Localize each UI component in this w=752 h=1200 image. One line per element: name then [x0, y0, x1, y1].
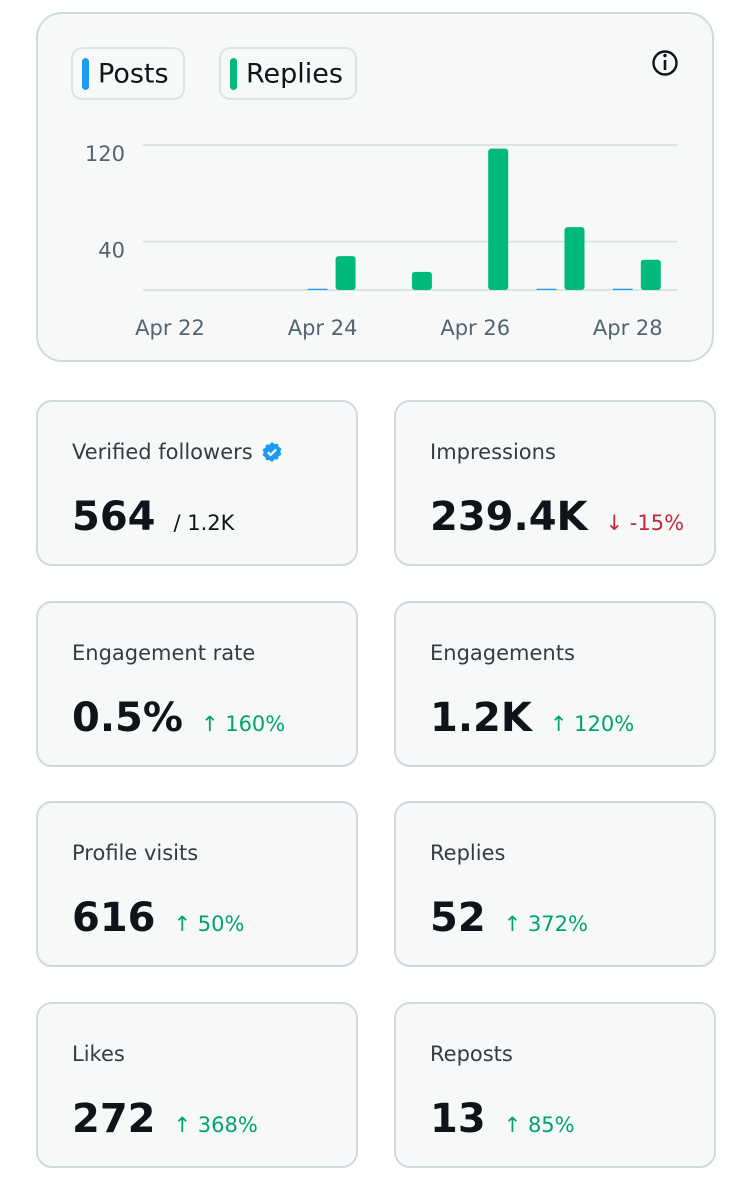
stat-value: 239.4K [430, 494, 588, 540]
stat-value-row: 52 ↑ 372% [430, 895, 588, 941]
stat-card[interactable]: Engagement rate 0.5% ↑ 160% [36, 601, 358, 767]
stat-change: ↑ 120% [549, 712, 635, 736]
info-icon[interactable] [652, 50, 678, 76]
bar [564, 227, 585, 290]
legend-label: Replies [246, 59, 343, 90]
stat-change: ↑ 368% [173, 1113, 258, 1137]
stat-card[interactable]: Verified followers 564 / 1.2K [36, 400, 358, 566]
stat-card[interactable]: Engagements 1.2K ↑ 120% [394, 601, 716, 767]
stat-title-row: Verified followers [72, 440, 283, 464]
stat-title-row: Engagements [430, 641, 575, 665]
stat-value: 564 [72, 494, 156, 540]
legend-box [219, 47, 357, 100]
bar [335, 256, 356, 290]
legend-item[interactable]: Posts [71, 47, 185, 100]
stat-value-row: 272 ↑ 368% [72, 1096, 258, 1142]
stat-change: ↑ 160% [200, 712, 286, 736]
stat-value: 272 [72, 1096, 156, 1142]
stat-change: ↑ 85% [503, 1113, 575, 1137]
stat-title: Reposts [430, 1042, 513, 1066]
chart: Posts Replies 40 120 Apr 22 Apr 24 Apr 26 Apr 2… [71, 47, 678, 340]
stat-title-row: Profile visits [72, 841, 198, 865]
stat-change: ↑ 372% [503, 912, 588, 936]
stat-card[interactable]: Reposts 13 ↑ 85% [394, 1002, 716, 1168]
stat-value: 52 [430, 895, 486, 941]
bar [488, 148, 509, 290]
stat-value-row: 0.5% ↑ 160% [72, 695, 285, 741]
stat-card[interactable]: Impressions 239.4K ↓ -15% [394, 400, 716, 566]
x-tick-label: Apr 28 [593, 316, 663, 340]
stat-title-row: Likes [72, 1042, 125, 1066]
stat-title: Engagements [430, 641, 575, 665]
stat-value: 1.2K [430, 695, 532, 741]
stat-value-row: 616 ↑ 50% [72, 895, 244, 941]
x-tick-label: Apr 26 [440, 316, 510, 340]
bar [411, 271, 432, 290]
x-tick-label: Apr 22 [135, 316, 205, 340]
stat-value: 13 [430, 1096, 486, 1142]
stat-title: Profile visits [72, 841, 199, 865]
stat-card[interactable]: Profile visits 616 ↑ 50% [36, 801, 358, 967]
stat-title-row: Impressions [430, 440, 556, 464]
stat-value: 616 [72, 895, 156, 941]
bar [307, 288, 328, 290]
stat-title: Replies [430, 841, 506, 865]
stat-title: Verified followers [72, 440, 253, 464]
stat-value-row: 564 / 1.2K [72, 494, 234, 540]
stat-title-row: Reposts [430, 1042, 513, 1066]
legend-item[interactable]: Replies [219, 47, 357, 100]
stat-value-row: 1.2K ↑ 120% [430, 695, 634, 741]
stat-value: 0.5% [72, 695, 183, 741]
stat-note: / 1.2K [173, 511, 235, 535]
bar [640, 259, 661, 290]
y-tick-label: 40 [98, 239, 125, 263]
bar [536, 288, 557, 290]
stat-title: Likes [72, 1042, 125, 1066]
y-tick-label: 120 [85, 142, 125, 166]
legend-swatch [82, 58, 89, 90]
stat-title: Impressions [430, 440, 556, 464]
stat-title-row: Replies [430, 841, 505, 865]
legend-box [71, 47, 185, 100]
stat-value-row: 13 ↑ 85% [430, 1096, 575, 1142]
verified-badge [262, 442, 282, 462]
legend-label: Posts [98, 59, 169, 90]
bar [612, 288, 633, 290]
stat-title: Engagement rate [72, 641, 256, 665]
stat-change: ↑ 50% [173, 912, 245, 936]
stat-card[interactable]: Replies 52 ↑ 372% [394, 801, 716, 967]
stat-card[interactable]: Likes 272 ↑ 368% [36, 1002, 358, 1168]
x-tick-label: Apr 24 [288, 316, 358, 340]
stat-title-row: Engagement rate [72, 641, 255, 665]
legend-swatch [230, 58, 237, 90]
stat-value-row: 239.4K ↓ -15% [430, 494, 684, 540]
stat-change: ↓ -15% [605, 511, 685, 535]
